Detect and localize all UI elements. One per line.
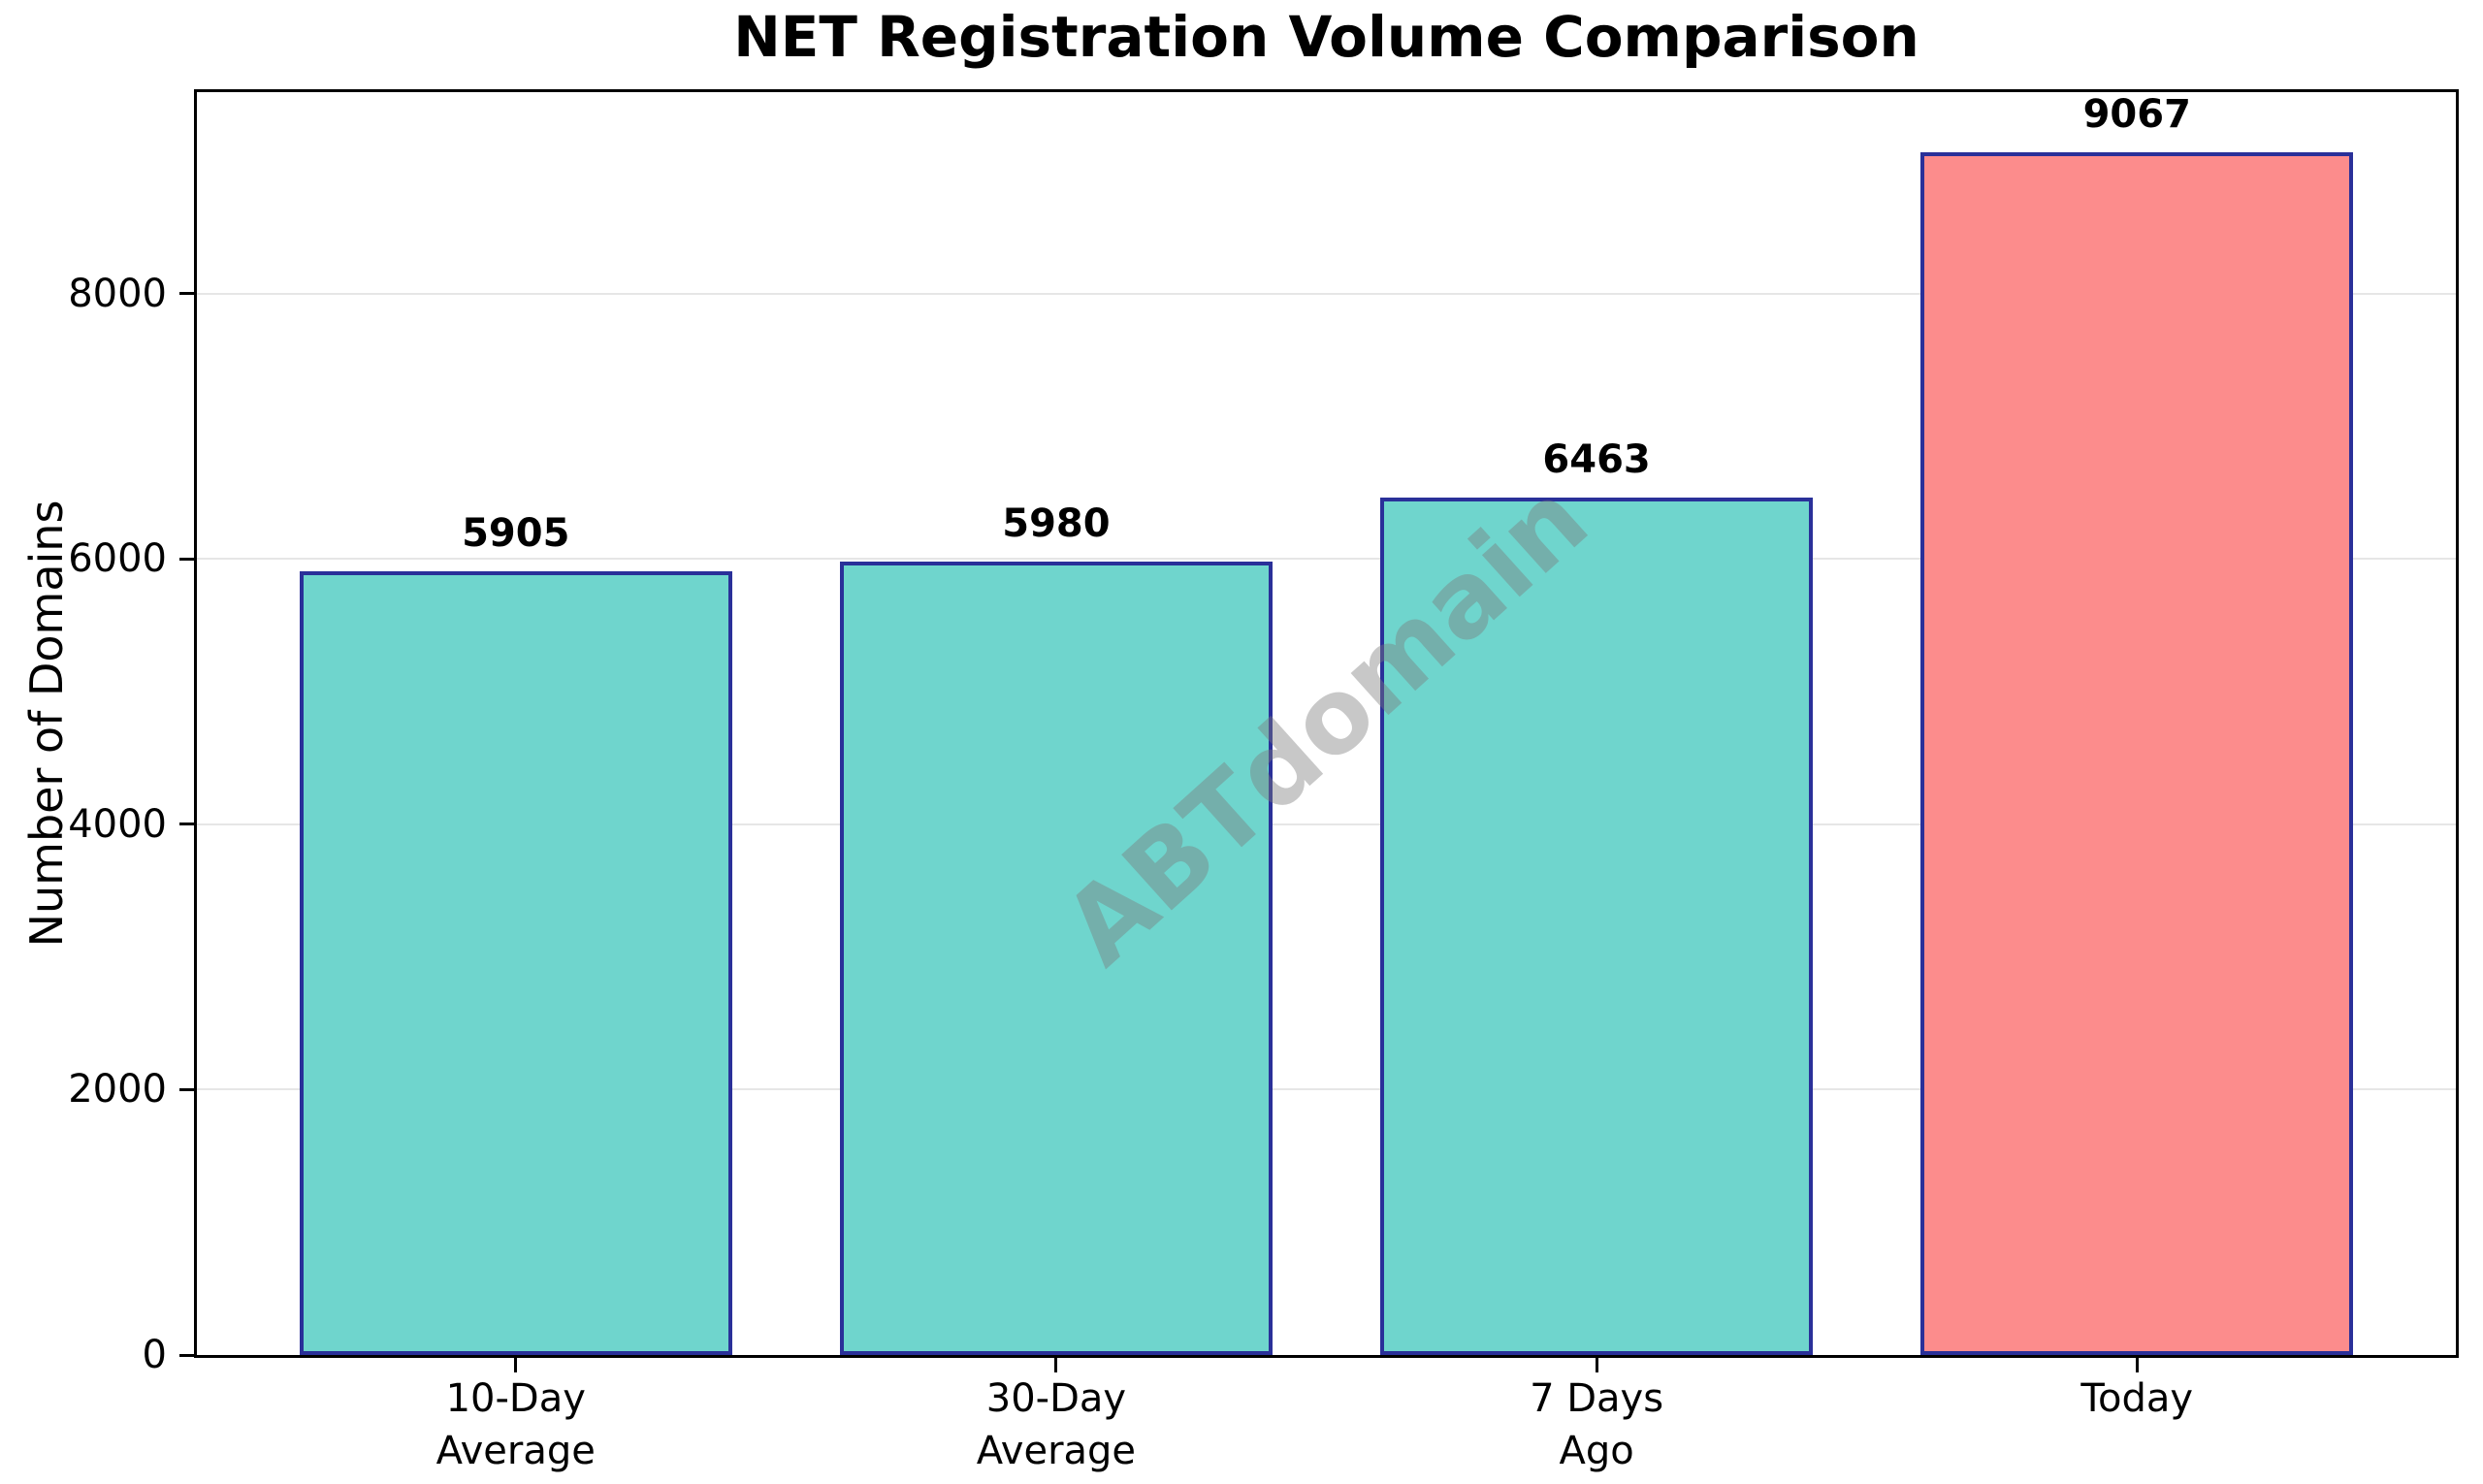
y-tick-mark xyxy=(179,1087,194,1091)
bar-value-label: 6463 xyxy=(1542,437,1651,483)
x-tick-mark xyxy=(2135,1358,2139,1372)
chart-title: NET Registration Volume Comparison xyxy=(733,4,1919,70)
gridline xyxy=(197,558,2456,561)
plot-area xyxy=(194,89,2459,1358)
y-tick-mark xyxy=(179,1353,194,1357)
y-tick-label: 6000 xyxy=(68,536,167,582)
y-tick-mark xyxy=(179,292,194,296)
bar-30-day-average xyxy=(840,562,1273,1355)
x-tick-mark xyxy=(1595,1358,1598,1372)
bar-value-label: 5905 xyxy=(462,511,570,557)
x-tick-label: 10-Day Average xyxy=(435,1376,596,1473)
bar-value-label: 9067 xyxy=(2082,91,2191,137)
y-tick-label: 2000 xyxy=(68,1067,167,1113)
x-tick-mark xyxy=(1054,1358,1058,1372)
bar-10-day-average xyxy=(299,571,732,1355)
gridline xyxy=(197,292,2456,295)
bar-value-label: 5980 xyxy=(1002,501,1111,547)
x-tick-label: 30-Day Average xyxy=(976,1376,1137,1473)
gridline xyxy=(197,1088,2456,1091)
x-tick-mark xyxy=(514,1358,518,1372)
y-tick-mark xyxy=(179,823,194,826)
y-tick-label: 8000 xyxy=(68,271,167,316)
x-tick-label: Today xyxy=(2080,1376,2194,1421)
bar-today xyxy=(1920,151,2354,1355)
y-tick-label: 0 xyxy=(142,1333,167,1377)
gridline xyxy=(197,823,2456,825)
x-tick-label: 7 Days Ago xyxy=(1530,1376,1664,1473)
y-tick-label: 4000 xyxy=(68,801,167,847)
y-tick-mark xyxy=(179,557,194,561)
bar-7-days-ago xyxy=(1380,498,1813,1355)
